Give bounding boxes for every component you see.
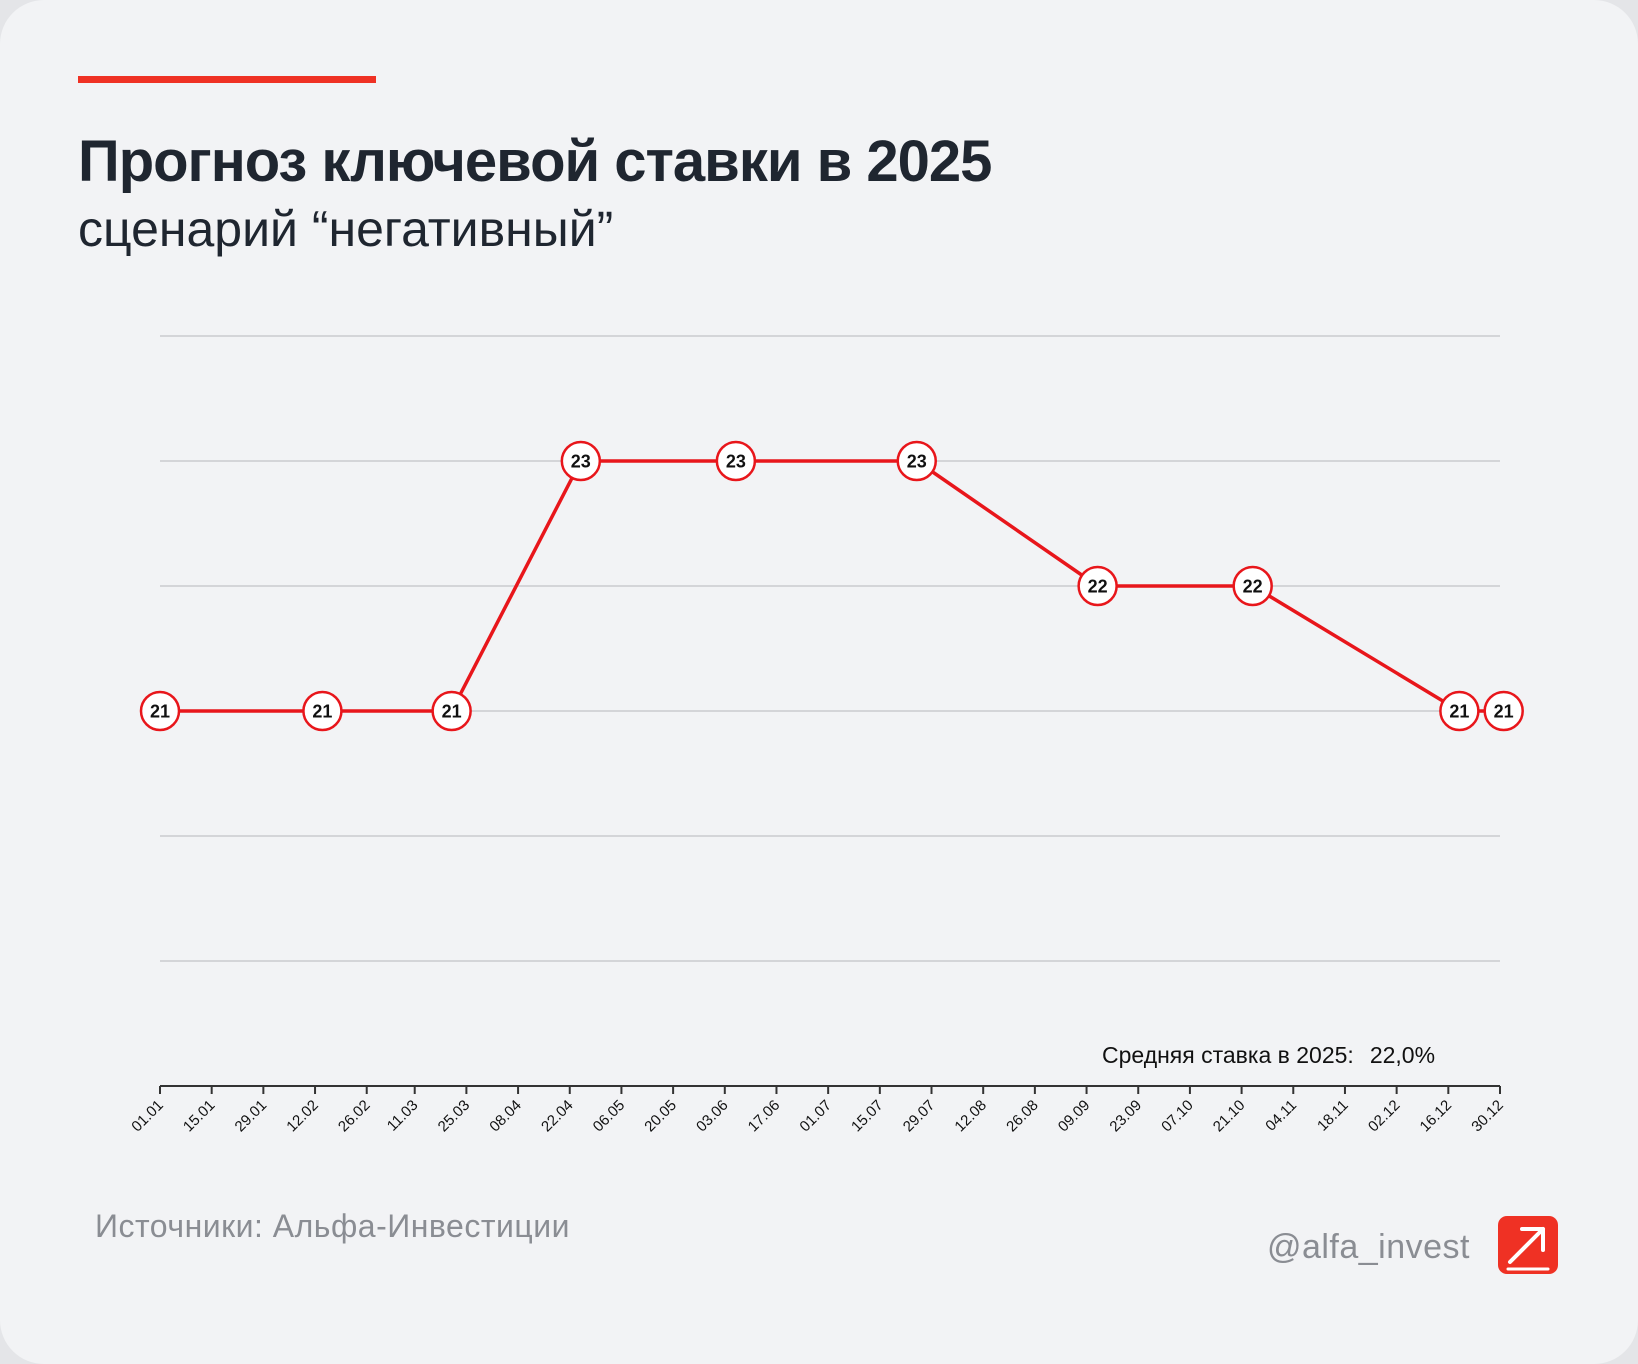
data-label: 21 (1449, 702, 1469, 722)
x-tick-label: 08.04 (486, 1097, 525, 1136)
data-point (1232, 565, 1273, 607)
x-tick-label: 12.02 (283, 1097, 322, 1136)
x-tick-label: 15.01 (180, 1097, 219, 1136)
x-tick-label: 23.09 (1106, 1097, 1145, 1136)
x-tick-label: 04.11 (1262, 1097, 1300, 1135)
data-point (139, 690, 181, 732)
x-tick-label: 07.10 (1158, 1097, 1197, 1136)
x-tick-label: 06.05 (590, 1097, 629, 1136)
data-label: 21 (442, 702, 462, 722)
data-label: 23 (726, 452, 746, 472)
x-tick-label: 17.06 (745, 1097, 784, 1136)
data-point (715, 440, 757, 482)
x-tick-label: 29.01 (232, 1097, 271, 1136)
data-point (431, 690, 472, 732)
x-tick-label: 29.07 (900, 1097, 939, 1136)
x-tick-label: 01.07 (796, 1097, 835, 1136)
data-label: 21 (312, 702, 332, 722)
x-tick-label: 15.07 (848, 1097, 887, 1136)
data-point (1077, 565, 1118, 607)
x-tick-label: 01.01 (128, 1097, 167, 1136)
x-tick-label: 26.02 (335, 1097, 374, 1136)
average-rate-note: Средняя ставка в 2025: 22,0% (1102, 1042, 1435, 1069)
data-label: 22 (1243, 577, 1263, 597)
series-line (160, 459, 1504, 713)
average-rate-value: 22,0% (1369, 1042, 1436, 1068)
x-tick-label: 11.03 (384, 1097, 422, 1135)
x-tick-label: 16.12 (1417, 1097, 1456, 1136)
data-point (896, 440, 937, 482)
data-label: 22 (1088, 577, 1108, 597)
accent-bar (78, 76, 376, 83)
x-tick-label: 18.11 (1314, 1097, 1352, 1135)
x-tick-label: 03.06 (693, 1097, 732, 1136)
data-label: 21 (1494, 702, 1514, 722)
social-handle[interactable]: @alfa_invest (1266, 1228, 1470, 1266)
x-tick-label: 25.03 (435, 1097, 474, 1136)
chart-subtitle: сценарий “негативный” (78, 201, 614, 257)
data-point (302, 690, 343, 732)
x-tick-label: 12.08 (951, 1097, 990, 1136)
x-tick-label: 20.05 (641, 1097, 680, 1136)
alfa-arrow-logo-icon[interactable] (1498, 1216, 1558, 1274)
data-point (1439, 690, 1480, 732)
x-tick-label: 02.12 (1365, 1097, 1404, 1136)
chart-title: Прогноз ключевой ставки в 2025 (78, 129, 992, 194)
data-label: 23 (571, 452, 591, 472)
data-label: 23 (907, 452, 927, 472)
data-label: 21 (150, 702, 170, 722)
data-point (1483, 690, 1524, 732)
average-rate-label: Средняя ставка в 2025: (1102, 1042, 1354, 1068)
x-tick-label: 26.08 (1003, 1097, 1042, 1136)
x-tick-label: 22.04 (538, 1097, 577, 1136)
sources-text: Источники: Альфа-Инвестиции (95, 1208, 570, 1244)
x-tick-label: 21.10 (1210, 1097, 1249, 1136)
x-tick-label: 30.12 (1468, 1097, 1507, 1136)
data-point (560, 440, 602, 482)
x-tick-label: 09.09 (1055, 1097, 1094, 1136)
